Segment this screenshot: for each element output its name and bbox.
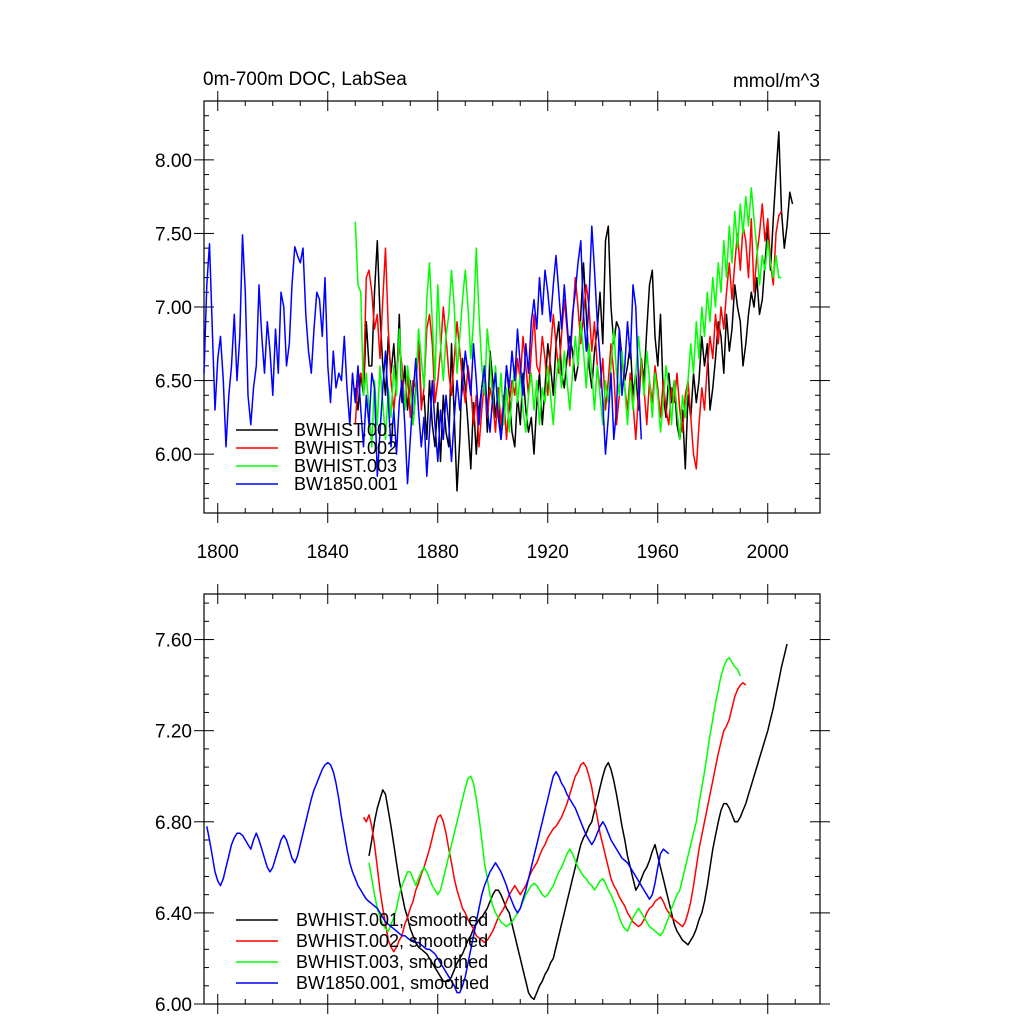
plot-frame	[203, 593, 821, 1005]
series-line	[354, 187, 782, 448]
x-tick-label: 1840	[307, 542, 349, 563]
top-panel: 0m-700m DOC, LabSea mmol/m^3 1800 1840 188…	[155, 69, 830, 563]
legend-label: BWHIST.003	[294, 456, 397, 476]
x-tick-label: 1800	[197, 542, 239, 563]
y-tick-label: 8.00	[155, 151, 192, 172]
series-line	[368, 643, 788, 1001]
y-tick-label: 6.00	[155, 995, 192, 1016]
x-tick-label: 1920	[527, 542, 569, 563]
legend-label: BWHIST.003, smoothed	[296, 952, 488, 972]
legend-label: BW1850.001	[294, 474, 398, 494]
units-label: mmol/m^3	[733, 71, 820, 92]
legend-label: BWHIST.002	[294, 438, 397, 458]
y-tick-label: 6.00	[155, 445, 192, 466]
x-tick-label: 1960	[637, 542, 679, 563]
series-line	[203, 225, 643, 485]
x-tick-label: 1880	[417, 542, 459, 563]
series-line	[362, 682, 747, 953]
legend-label: BWHIST.001	[294, 420, 397, 440]
panel-title: 0m-700m DOC, LabSea	[203, 69, 407, 90]
y-tick-label: 7.60	[155, 631, 192, 652]
y-tick-label: 6.50	[155, 372, 192, 393]
y-tick-label: 7.00	[155, 298, 192, 319]
legend-label: BWHIST.002, smoothed	[296, 931, 488, 951]
x-tick-label: 2000	[747, 542, 789, 563]
y-tick-label: 6.80	[155, 813, 192, 834]
y-tick-label: 7.20	[155, 722, 192, 743]
legend-label: BW1850.001, smoothed	[296, 973, 489, 993]
legend-label: BWHIST.001, smoothed	[296, 910, 488, 930]
y-tick-label: 7.50	[155, 224, 192, 245]
bottom-panel: 6.00 6.40 6.80 7.20 7.60 BWHIST.001, smoothed…	[155, 584, 830, 1016]
series-line	[206, 761, 670, 994]
series-line	[368, 657, 741, 937]
y-tick-label: 6.40	[155, 904, 192, 925]
